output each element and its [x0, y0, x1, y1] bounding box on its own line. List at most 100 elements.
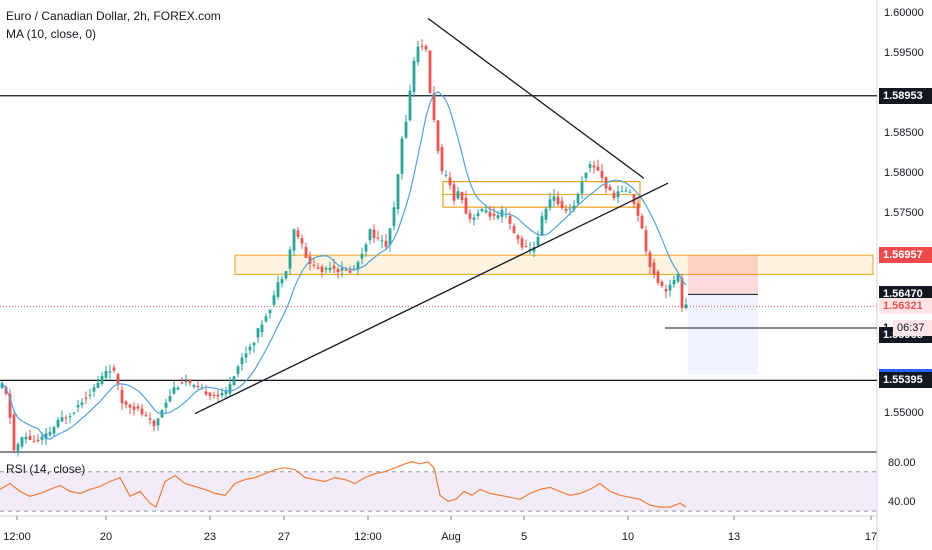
candle-body: [636, 203, 640, 216]
candle-body: [240, 357, 244, 365]
candle-body: [332, 265, 336, 269]
candle-body: [324, 268, 328, 270]
candle-body: [132, 406, 136, 410]
candle-body: [144, 415, 148, 417]
candle-body: [376, 237, 380, 239]
candle-body: [336, 268, 340, 273]
candle-body: [80, 402, 84, 405]
candle-body: [620, 191, 624, 193]
candle-body: [628, 191, 632, 193]
candle-body: [476, 213, 480, 217]
candle-body: [684, 304, 688, 309]
price-tick-label: 1.60000: [884, 7, 924, 19]
candle-body: [380, 240, 384, 242]
price-tag-3: 1.56321: [879, 298, 932, 315]
axes: 1.60000 1.59500 1.58500 1.58000 1.57500 1.550…: [3, 7, 924, 543]
candle-body: [556, 196, 560, 205]
time-tick-label: 12:00: [3, 531, 31, 543]
candle-body: [232, 376, 236, 385]
candle-body: [84, 397, 88, 399]
candle-body: [260, 324, 264, 333]
candle-body: [60, 417, 64, 422]
candle-body: [328, 267, 332, 271]
candle-body: [148, 418, 152, 420]
candle-body: [496, 215, 500, 219]
candle-body: [296, 230, 300, 238]
candle-body: [220, 392, 224, 396]
candle-body: [40, 436, 44, 440]
time-tick-label: 5: [521, 531, 527, 543]
candle-body: [244, 353, 248, 358]
candle-body: [464, 197, 468, 214]
price-tag-7: 1.55395: [879, 372, 932, 389]
candle-body: [508, 215, 512, 224]
candle-body: [300, 238, 304, 244]
candle-body: [64, 417, 68, 419]
candle-body: [112, 367, 116, 371]
price-tick-label: 1.58000: [884, 167, 924, 179]
candle-body: [76, 404, 80, 408]
candle-body: [256, 328, 260, 338]
candle-body: [88, 394, 92, 396]
candle-body: [656, 271, 660, 283]
candle-body: [348, 270, 352, 273]
candle-body: [440, 147, 444, 171]
falling-trendline: [427, 17, 645, 179]
candle-body: [276, 282, 280, 297]
candle-body: [528, 248, 532, 250]
candle-body: [520, 238, 524, 248]
candle-body: [572, 205, 576, 210]
candle-body: [676, 273, 680, 282]
candle-body: [568, 208, 572, 210]
rsi-tick-label: 40.00: [888, 496, 916, 508]
time-tick-label: 23: [204, 531, 216, 543]
candle-body: [644, 230, 648, 252]
position-stop-area: [688, 255, 758, 295]
candle-body: [444, 174, 448, 176]
candle-body: [356, 261, 360, 270]
candle-body: [248, 346, 252, 351]
candle-body: [224, 390, 228, 395]
price-tick-label: 1.57500: [884, 207, 924, 219]
ma-line: [1, 91, 687, 440]
candle-body: [32, 441, 36, 443]
candle-body: [316, 267, 320, 269]
candle-body: [128, 404, 132, 408]
candle-body: [608, 186, 612, 191]
price-tick-label: 1.58500: [884, 127, 924, 139]
candle-body: [480, 208, 484, 212]
candle-body: [120, 389, 124, 404]
candle-body: [304, 247, 308, 258]
candle-body: [236, 366, 240, 374]
candle-body: [312, 264, 316, 266]
time-tick-label: Aug: [441, 531, 461, 543]
candle-body: [272, 295, 276, 305]
candle-body: [180, 382, 184, 384]
candle-body: [436, 120, 440, 152]
rsi-pane: [0, 461, 877, 512]
price-tag-0: 1.58953: [879, 87, 932, 104]
candle-body: [4, 386, 8, 394]
candle-body: [428, 50, 432, 94]
candle-body: [516, 235, 520, 240]
candle-body: [532, 247, 536, 252]
candle-body: [360, 253, 364, 259]
candle-body: [668, 284, 672, 291]
candle-body: [524, 246, 528, 248]
candle-body: [680, 278, 684, 308]
candle-body: [388, 228, 392, 246]
candle-body: [68, 416, 72, 418]
candle-body: [252, 342, 256, 346]
candle-body: [340, 268, 344, 271]
candle-body: [364, 244, 368, 252]
rising-trendline: [194, 182, 669, 415]
candle-body: [432, 93, 436, 121]
candle-body: [56, 419, 60, 428]
rsi-indicator-label: RSI (14, close): [6, 462, 86, 476]
candle-body: [548, 199, 552, 208]
candle-body: [184, 381, 188, 383]
candle-body: [344, 269, 348, 271]
candle-body: [280, 279, 284, 284]
